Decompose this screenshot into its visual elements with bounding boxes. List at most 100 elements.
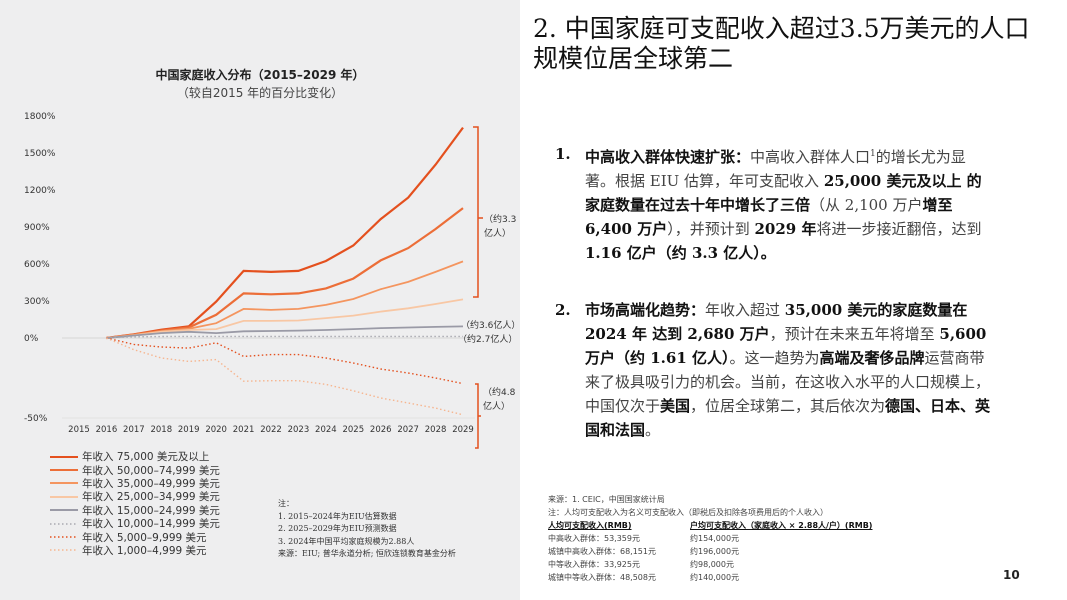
bold-text: 美国 xyxy=(660,397,691,415)
col1-header: 人均可支配收入(RMB) xyxy=(548,521,632,530)
x-tick-label: 2022 xyxy=(260,425,282,435)
col2-header: 户均可支配收入（家庭收入 × 2.88人/户）(RMB) xyxy=(690,521,873,530)
y-tick-label: 1500% xyxy=(24,149,56,159)
annotation-lower: （约4.8亿人） xyxy=(483,388,516,412)
annotation-dotted-grey: （约2.7亿人） xyxy=(458,333,517,345)
row-value: 约154,000元 xyxy=(690,534,740,543)
note-item: 3. 2024年中国平均家庭规模为2.88人 xyxy=(278,536,415,546)
bullet-2: 2. 市场高端化趋势：年收入超过 35,000 美元的家庭数量在 2024 年 达… xyxy=(555,298,995,442)
legend-item: 年收入 75,000 美元及以上 xyxy=(50,450,220,463)
y-tick-label: -50% xyxy=(24,414,48,424)
legend-label: 年收入 35,000–49,999 美元 xyxy=(82,477,220,490)
text-segment: 1 xyxy=(870,149,876,159)
income-row: 城镇中等收入群体：48,508元 约140,000元 xyxy=(548,571,872,584)
text-segment: 的增长尤为显著。根据 EIU 估算，年可支配收入 xyxy=(585,148,966,190)
y-tick-label: 300% xyxy=(24,297,50,307)
x-tick-label: 2015 xyxy=(68,425,90,435)
chart-subtitle: （较自2015 年的百分比变化） xyxy=(176,86,344,100)
legend-item: 年收入 10,000–14,999 美元 xyxy=(50,517,220,530)
text-segment: 运营商带来了极具吸引力的机会。当前，在这收入水平的人口规模上，中国仅次于 xyxy=(585,349,991,415)
row-label: 城镇中等收入群体：48,508元 xyxy=(548,573,656,582)
income-row: 中高收入群体：53,359元 约154,000元 xyxy=(548,532,872,545)
chart-legend: 年收入 75,000 美元及以上 年收入 50,000–74,999 美元 年收入 … xyxy=(50,450,220,557)
row-value: 约98,000元 xyxy=(690,560,734,569)
row-value: 约140,000元 xyxy=(690,573,740,582)
bullet-number: 1. xyxy=(555,145,571,163)
bold-text: 市场高端化趋势： xyxy=(585,301,706,319)
series-line-3 xyxy=(106,260,464,339)
bold-text: 高端及奢侈品牌 xyxy=(819,349,925,367)
x-tick-label: 2017 xyxy=(123,425,145,435)
text-segment: （从 2,100 万户 xyxy=(810,196,923,214)
legend-swatch xyxy=(50,536,78,538)
legend-label: 年收入 25,000–34,999 美元 xyxy=(82,491,220,504)
legend-swatch xyxy=(50,495,78,498)
y-tick-label: 900% xyxy=(24,223,50,233)
bullet-text: 中高收入群体快速扩张：中高收入群体人口1的增长尤为显著。根据 EIU 估算，年可… xyxy=(585,142,995,265)
bold-text: 5,600 万户（约 1.61 亿人） xyxy=(585,325,987,367)
x-tick-label: 2020 xyxy=(205,425,227,435)
page-number: 10 xyxy=(1003,568,1020,582)
x-tick-label: 2021 xyxy=(233,425,255,435)
bracket-lower xyxy=(475,383,481,449)
legend-item: 年收入 50,000–74,999 美元 xyxy=(50,463,220,477)
note-item: 1. 2015–2024年为EIU估算数据 xyxy=(278,511,397,521)
x-tick-label: 2025 xyxy=(342,425,364,435)
row-label: 中高收入群体：53,359元 xyxy=(548,534,640,543)
y-tick-label: 1800% xyxy=(24,112,56,122)
text-segment: ），并预计到 xyxy=(667,220,755,238)
legend-label: 年收入 50,000–74,999 美元 xyxy=(82,464,220,477)
bullet-1: 1. 中高收入群体快速扩张：中高收入群体人口1的增长尤为显著。根据 EIU 估算，… xyxy=(555,142,995,265)
text-segment: 将进一步接近翻倍，达到 xyxy=(816,220,982,238)
annotation-upper: （约3.3亿人） xyxy=(484,215,517,239)
legend-item: 年收入 15,000–24,999 美元 xyxy=(50,504,220,517)
bullet-number: 2. xyxy=(555,301,571,319)
legend-swatch xyxy=(50,549,78,552)
legend-label: 年收入 1,000–4,999 美元 xyxy=(82,544,207,557)
legend-swatch xyxy=(50,455,78,458)
legend-swatch xyxy=(50,482,78,485)
x-tick-label: 2023 xyxy=(288,425,310,435)
bold-text: 中高收入群体快速扩张： xyxy=(585,148,751,166)
bold-text: 25,000 美元及以上 的家庭数量在过去十年中增长了三倍 xyxy=(585,172,982,214)
income-row: 城镇中高收入群体：68,151元 约196,000元 xyxy=(548,545,872,558)
text-segment: 年收入超过 xyxy=(705,301,785,319)
bold-text: 2029 年 xyxy=(754,220,817,238)
series-line-8 xyxy=(106,337,464,416)
x-tick-label: 2016 xyxy=(96,425,118,435)
bold-text: 1.16 亿户（约 3.3 亿人）。 xyxy=(585,244,776,262)
series-line-6 xyxy=(106,335,463,339)
x-tick-label: 2019 xyxy=(178,425,200,435)
row-label: 中等收入群体：33,925元 xyxy=(548,560,640,569)
y-tick-label: 0% xyxy=(24,334,39,344)
chart-panel: 中国家庭收入分布（2015–2029 年） （较自2015 年的百分比变化） 1… xyxy=(0,0,520,600)
note-item: 2. 2025–2029年为EIU预测数据 xyxy=(278,524,397,533)
row-label: 城镇中高收入群体：68,151元 xyxy=(548,547,656,556)
x-tick-label: 2018 xyxy=(150,425,172,435)
series-line-1 xyxy=(106,126,464,340)
legend-item: 年收入 1,000–4,999 美元 xyxy=(50,544,220,557)
line-chart: 1800% 1500% 1200% 900% 600% 300% 0% -50% 2015 201… xyxy=(24,112,520,449)
series-line-7 xyxy=(106,337,464,385)
text-segment: 中高收入群体人口 xyxy=(750,148,871,166)
legend-swatch xyxy=(50,522,78,525)
bold-text: 增至 6,400 万户 xyxy=(585,196,953,238)
legend-label: 年收入 15,000–24,999 美元 xyxy=(82,504,220,517)
notes-title: 注： xyxy=(278,499,294,508)
legend-label: 年收入 75,000 美元及以上 xyxy=(82,451,210,464)
legend-label: 年收入 5,000–9,999 美元 xyxy=(82,531,207,544)
chart-title: 中国家庭收入分布（2015–2029 年） xyxy=(155,68,365,82)
legend-label: 年收入 10,000–14,999 美元 xyxy=(82,518,220,531)
annotation-grey: （约3.6亿人） xyxy=(461,319,520,331)
note-line: 注：人均可支配收入为名义可支配收入（即税后及扣除各项费用后的个人收入） xyxy=(548,508,828,517)
y-tick-label: 1200% xyxy=(24,186,56,196)
row-value: 约196,000元 xyxy=(690,547,740,556)
series-line-4 xyxy=(106,298,464,339)
income-row: 中等收入群体：33,925元 约98,000元 xyxy=(548,558,872,571)
legend-item: 年收入 35,000–49,999 美元 xyxy=(50,477,220,490)
x-tick-label: 2028 xyxy=(425,425,447,435)
text-segment: ，位居全球第二，其后依次为 xyxy=(690,397,886,415)
x-tick-label: 2024 xyxy=(315,425,337,435)
text-segment: ，预计在未来五年将增至 xyxy=(769,325,940,343)
chart-notes: 注： 1. 2015–2024年为EIU估算数据 2. 2025–2029年为E… xyxy=(278,498,456,561)
